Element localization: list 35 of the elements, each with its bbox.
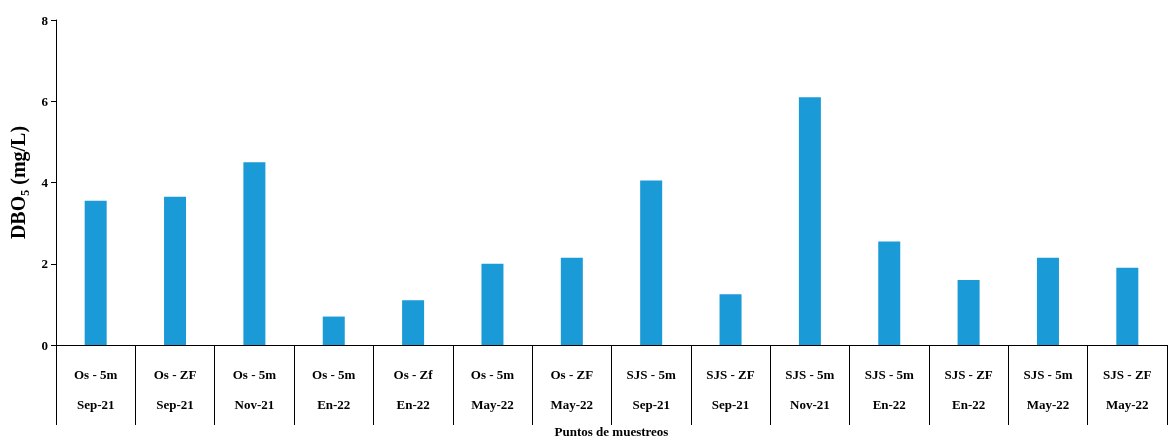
x-tick-label: Os - 5m En-22	[312, 366, 356, 412]
x-tick-label: Os - ZF Sep-21	[153, 366, 197, 412]
x-tick-label: SJS - 5m Nov-21	[785, 366, 835, 412]
x-tick-label: SJS - ZF En-22	[944, 366, 993, 412]
x-tick-label: Os - 5m Sep-21	[74, 366, 118, 412]
y-tick-label: 0	[41, 337, 48, 353]
x-tick-label: SJS - 5m Sep-21	[626, 366, 676, 412]
bar	[957, 280, 980, 345]
bar	[84, 200, 107, 345]
y-tick-label: 6	[41, 93, 49, 109]
bar	[1116, 267, 1139, 345]
bar	[402, 300, 425, 345]
x-tick-label: Os - Zf En-22	[393, 366, 434, 412]
bar	[481, 263, 504, 345]
bar	[878, 241, 901, 345]
x-axis-title: Puntos de muestreos	[554, 424, 669, 439]
x-tick-label: Os - ZF May-22	[550, 366, 594, 412]
x-tick-label: Os - 5m Nov-21	[232, 366, 277, 412]
bar	[164, 196, 187, 345]
x-tick-label: SJS - ZF May-22	[1103, 366, 1152, 412]
x-tick-label: SJS - ZF Sep-21	[706, 366, 755, 412]
bar	[1036, 257, 1059, 345]
x-tick-label: SJS - 5m May-22	[1023, 366, 1073, 412]
x-tick-label: Os - 5m May-22	[470, 366, 515, 412]
bar	[560, 257, 583, 345]
bar	[322, 316, 345, 345]
y-tick-label: 2	[41, 256, 48, 272]
y-tick-label: 8	[41, 12, 49, 28]
x-tick-label: SJS - 5m En-22	[864, 366, 914, 412]
bar	[640, 180, 663, 345]
y-axis-title: DBO₅ (mg/L)	[7, 125, 30, 240]
bar	[719, 294, 742, 345]
y-tick-label: 4	[41, 175, 49, 190]
bar	[798, 97, 821, 345]
bar	[243, 162, 266, 345]
